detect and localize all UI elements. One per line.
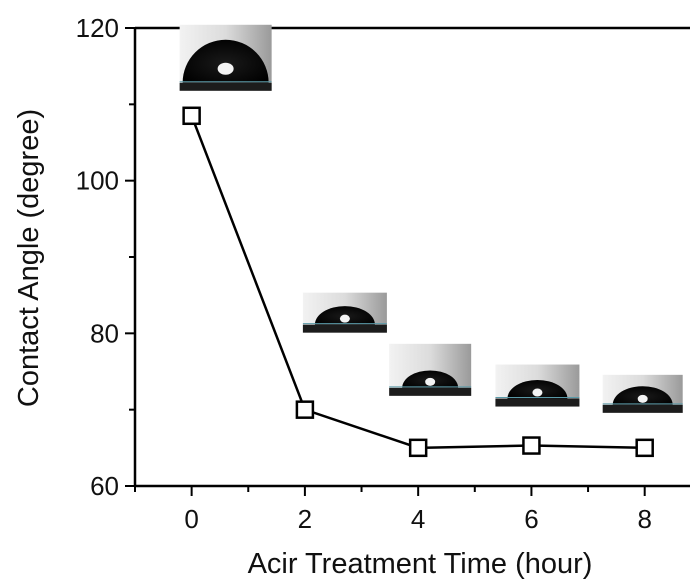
y-tick-label: 80: [90, 318, 119, 348]
droplet-shape: [182, 39, 269, 83]
data-series: [182, 106, 654, 458]
x-tick-label: 4: [411, 504, 425, 534]
droplet-highlight: [637, 394, 648, 403]
substrate: [389, 387, 472, 396]
droplet-highlight: [532, 388, 543, 397]
x-tick-label: 2: [298, 504, 312, 534]
data-point-marker: [295, 400, 315, 419]
y-tick-label: 60: [90, 471, 119, 501]
droplet-highlight: [217, 62, 234, 75]
tick-labels: 60 80 100 120 0 2 4 6 8: [76, 13, 652, 534]
droplet-highlight: [425, 377, 436, 386]
data-point-marker: [522, 436, 541, 455]
substrate: [495, 398, 580, 407]
y-tick-label: 120: [76, 13, 119, 43]
x-tick-label: 6: [524, 504, 538, 534]
droplet-photo: [602, 374, 683, 413]
x-tick-label: 0: [184, 504, 198, 534]
droplet-photo: [302, 292, 387, 333]
substrate: [602, 404, 683, 413]
data-point-marker: [408, 438, 428, 458]
data-point-marker: [635, 438, 654, 458]
substrate: [302, 324, 387, 333]
plot-axes: [133, 26, 690, 488]
droplet-photo: [389, 343, 472, 396]
droplet-photo: [495, 364, 580, 407]
droplet-highlight: [339, 314, 350, 323]
y-tick-label: 100: [76, 166, 119, 196]
y-axis-title: Contact Angle (degree): [13, 109, 45, 407]
tick-marks: [125, 27, 646, 496]
substrate: [179, 82, 272, 91]
x-tick-label: 8: [637, 504, 651, 534]
x-axis-title: Acir Treatment Time (hour): [248, 548, 593, 580]
droplet-photo: [179, 24, 272, 91]
data-point-marker: [182, 106, 201, 126]
droplet-insets: [179, 24, 683, 413]
